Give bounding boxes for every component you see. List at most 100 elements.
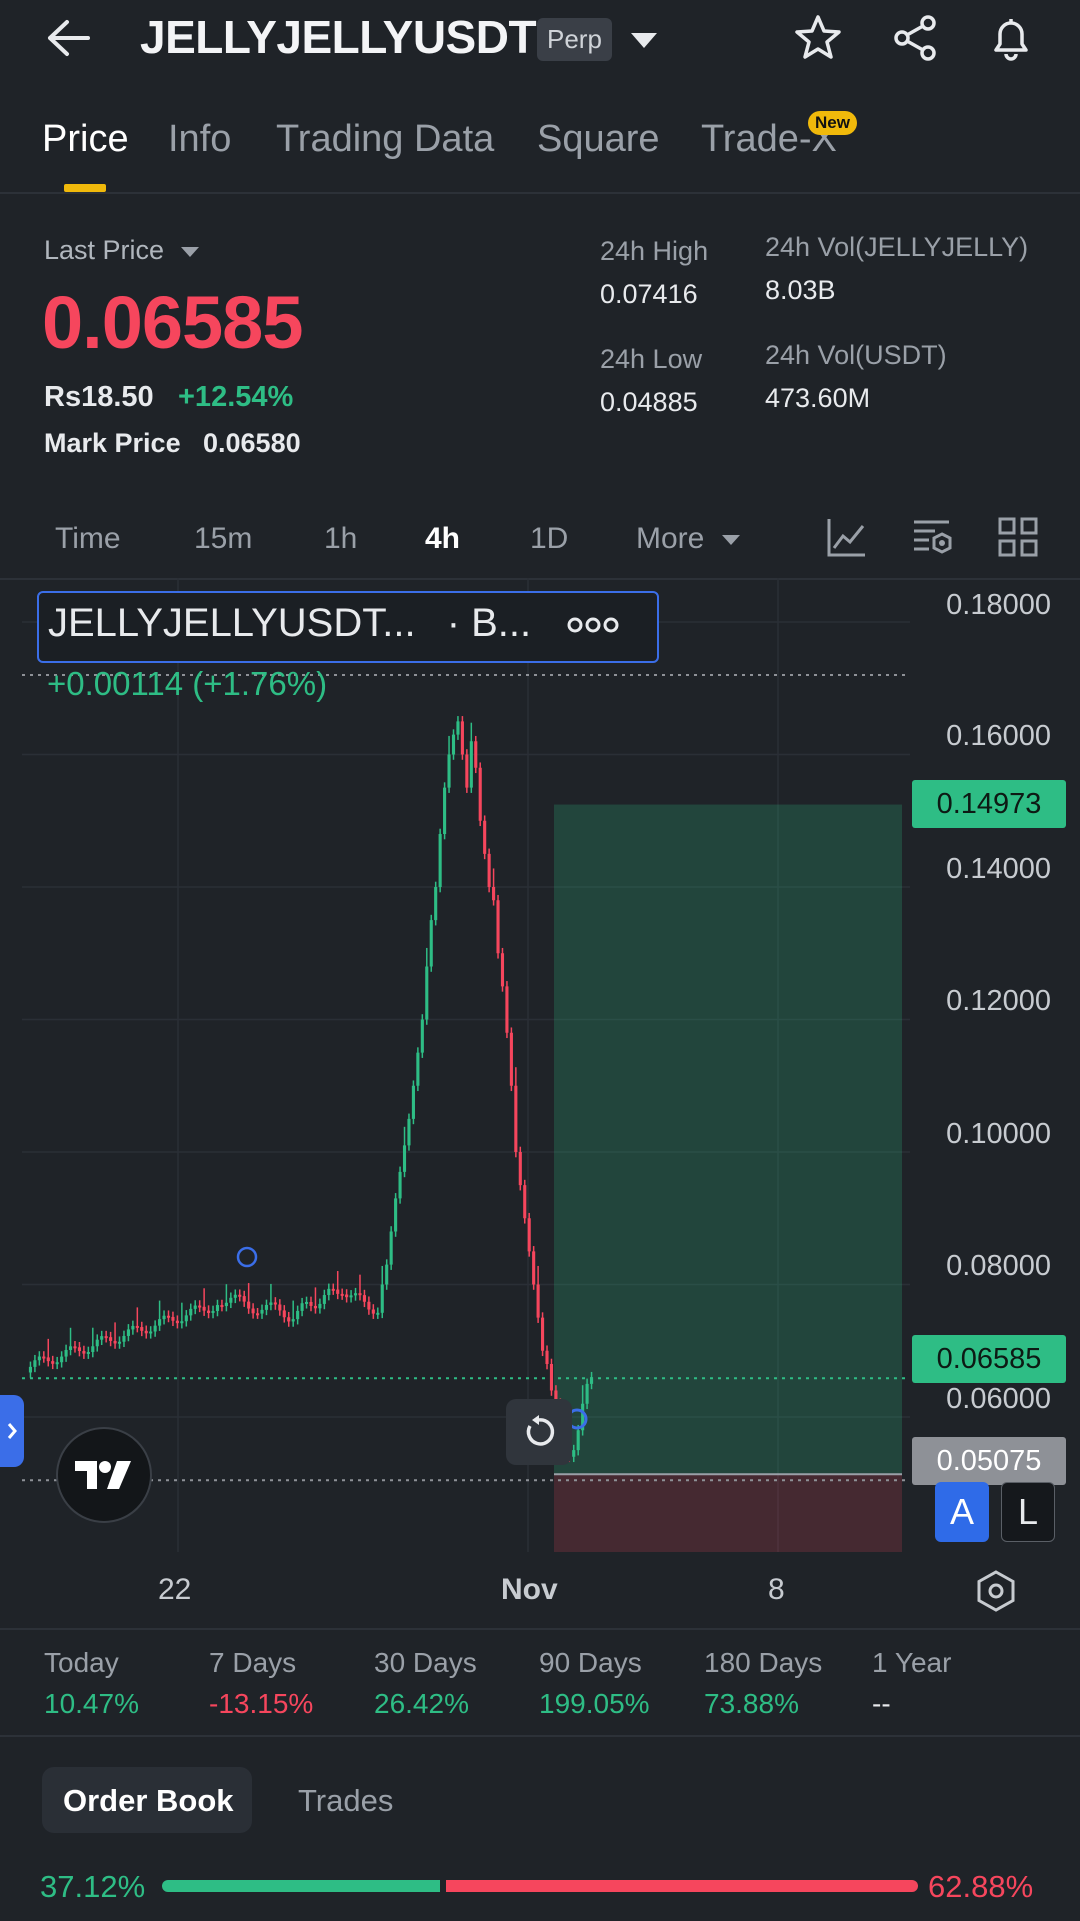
candle-body (180, 1321, 184, 1324)
change-percent: +12.54% (178, 381, 294, 413)
candle-body (451, 734, 456, 755)
candle-body (264, 1304, 269, 1310)
interval-time[interactable]: Time (55, 522, 121, 555)
more-dots-icon[interactable] (565, 608, 621, 647)
layout-grid-icon[interactable] (997, 516, 1039, 563)
interval-1h[interactable]: 1h (324, 522, 358, 555)
candle-body (434, 887, 438, 921)
high-label: 24h High (600, 236, 709, 266)
candle-body (336, 1289, 340, 1294)
candle-body (247, 1301, 251, 1309)
y-tick: 0.18000 (946, 589, 1051, 621)
expand-panel-handle[interactable] (0, 1395, 24, 1467)
tabs-divider (0, 192, 1080, 194)
candle-body (82, 1351, 86, 1354)
reset-chart-button[interactable] (506, 1399, 572, 1465)
candle-body (242, 1296, 246, 1302)
back-arrow-icon[interactable] (38, 8, 98, 68)
interval-more[interactable]: More (636, 522, 741, 556)
log-scale-button[interactable]: L (1001, 1482, 1055, 1542)
orderbook-top-divider (0, 1735, 1080, 1737)
candle-body (465, 754, 469, 788)
candle-body (100, 1336, 104, 1340)
bell-icon[interactable] (981, 8, 1041, 68)
candle-body (460, 721, 464, 755)
candle-body (367, 1301, 371, 1310)
y-tick: 0.10000 (946, 1118, 1051, 1150)
chart-settings-icon[interactable] (911, 516, 955, 563)
interval-4h[interactable]: 4h (425, 522, 461, 555)
target-price-tag: 0.14973 (912, 780, 1066, 828)
candle-body (229, 1297, 233, 1303)
candle-body (585, 1383, 589, 1404)
last-price-label[interactable]: Last Price (44, 235, 200, 266)
y-tick: 0.06000 (946, 1383, 1051, 1415)
y-tick: 0.12000 (946, 985, 1051, 1017)
candle-body (51, 1361, 55, 1364)
candle-body (371, 1309, 375, 1314)
tab-order-book[interactable] (42, 1767, 252, 1833)
candle-body (113, 1340, 117, 1344)
candle-body (309, 1301, 313, 1306)
vol-base-value: 8.03B (765, 275, 836, 305)
candle-body (296, 1310, 300, 1320)
return-label-7d: 7 Days (209, 1647, 297, 1678)
interval-1d[interactable]: 1D (530, 522, 569, 555)
tab-trades[interactable]: Trades (298, 1783, 394, 1818)
vol-quote-label: 24h Vol(USDT) (765, 340, 947, 370)
caret-down-icon (721, 535, 740, 546)
candle-body (68, 1346, 73, 1350)
candle-body (60, 1356, 64, 1363)
candle-body (487, 853, 491, 887)
mark-price-value: 0.06580 (203, 428, 301, 458)
star-icon[interactable] (788, 8, 848, 68)
candle-body (233, 1294, 237, 1298)
candle-body (483, 820, 487, 854)
active-tab-indicator (64, 184, 106, 192)
price-chart[interactable] (0, 578, 1080, 1552)
y-tick: 0.14000 (946, 853, 1051, 885)
candle-body (572, 1450, 576, 1457)
tradingview-logo (56, 1427, 152, 1523)
candlestick-chart[interactable] (0, 578, 1080, 1552)
tab-square[interactable]: Square (537, 118, 660, 160)
low-value: 0.04885 (600, 387, 698, 417)
candle-body (376, 1312, 380, 1315)
candle-body (37, 1356, 41, 1361)
candle-body (492, 887, 496, 901)
return-value-1y: -- (872, 1688, 891, 1719)
candle-body (425, 966, 429, 1020)
symbol-legend-box[interactable] (37, 591, 659, 663)
indicator-icon[interactable] (826, 516, 868, 563)
tab-trading-data[interactable]: Trading Data (276, 118, 495, 160)
candle-body (340, 1293, 344, 1296)
returns-top-divider (0, 1628, 1080, 1630)
chevron-down-icon[interactable] (614, 10, 674, 70)
candle-body (140, 1327, 144, 1331)
candle-body (162, 1315, 166, 1320)
candle-body (509, 1032, 513, 1086)
auto-scale-button[interactable]: A (935, 1482, 989, 1542)
chart-top-divider (0, 578, 1080, 580)
share-icon[interactable] (885, 8, 945, 68)
candle-body (469, 741, 473, 788)
new-badge: New (808, 111, 857, 135)
candle-body (215, 1305, 220, 1311)
tab-price[interactable]: Price (42, 118, 129, 160)
candle-body (581, 1403, 585, 1431)
x-tick: 22 (158, 1573, 192, 1606)
candle-body (28, 1366, 33, 1373)
candle-body (411, 1085, 415, 1119)
tab-info[interactable]: Info (168, 118, 232, 160)
return-label-30d: 30 Days (374, 1647, 477, 1678)
symbol-title[interactable]: JELLYJELLYUSDT (140, 11, 537, 63)
hexagon-settings-icon[interactable] (974, 1569, 1018, 1618)
candle-body (104, 1336, 108, 1339)
candle-body (149, 1331, 153, 1334)
ask-percent: 62.88% (928, 1869, 1034, 1904)
candle-body (398, 1171, 402, 1199)
candle-body (291, 1319, 295, 1322)
candle-body (207, 1310, 211, 1313)
interval-15m[interactable]: 15m (194, 522, 253, 555)
candle-body (500, 953, 505, 987)
